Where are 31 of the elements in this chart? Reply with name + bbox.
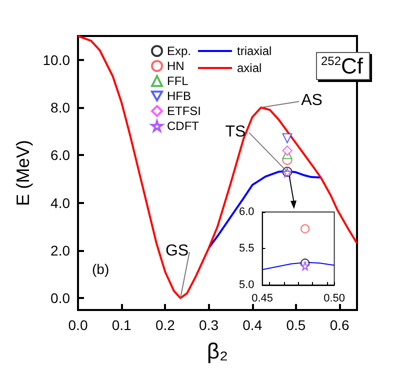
x-tick-label: 0.5 bbox=[286, 317, 306, 333]
legend-label: HFB bbox=[167, 89, 191, 103]
y-tick-label: 8.0 bbox=[50, 99, 70, 116]
y-tick-label: 2.0 bbox=[50, 242, 70, 258]
legend-label: CDFT bbox=[167, 119, 200, 133]
legend-label: axial bbox=[237, 61, 262, 75]
annotation: (b) bbox=[92, 261, 110, 277]
legend-label: HN bbox=[167, 59, 184, 73]
x-tick-label: 0.6 bbox=[330, 317, 350, 333]
x-tick-label: 0.0 bbox=[68, 317, 88, 333]
legend-label: FFL bbox=[167, 74, 189, 88]
x-tick-label: 0.1 bbox=[112, 317, 132, 333]
y-axis-title: E (MeV) bbox=[12, 140, 33, 206]
y-tick-label: 10.0 bbox=[42, 52, 70, 68]
y-tick-label: 5.5 bbox=[238, 242, 254, 254]
annotation: TS bbox=[225, 123, 246, 140]
annotation: AS bbox=[301, 92, 322, 109]
y-tick-label: 6.0 bbox=[238, 206, 254, 218]
x-axis-title: β₂ bbox=[206, 338, 228, 364]
legend-label: ETFSI bbox=[167, 104, 202, 118]
x-tick-label: 0.3 bbox=[199, 317, 219, 333]
legend-label: triaxial bbox=[237, 44, 272, 58]
x-tick-label: 0.2 bbox=[155, 317, 176, 333]
legend-label: Exp. bbox=[167, 44, 192, 58]
y-tick-label: 6.0 bbox=[50, 147, 70, 164]
annotation: GS bbox=[165, 242, 189, 260]
x-tick-label: 0.50 bbox=[324, 292, 346, 304]
y-tick-label: 5.0 bbox=[238, 279, 254, 291]
y-tick-label: 4.0 bbox=[50, 194, 70, 211]
x-tick-label: 0.4 bbox=[242, 317, 262, 333]
x-tick-label: 0.45 bbox=[252, 292, 273, 304]
